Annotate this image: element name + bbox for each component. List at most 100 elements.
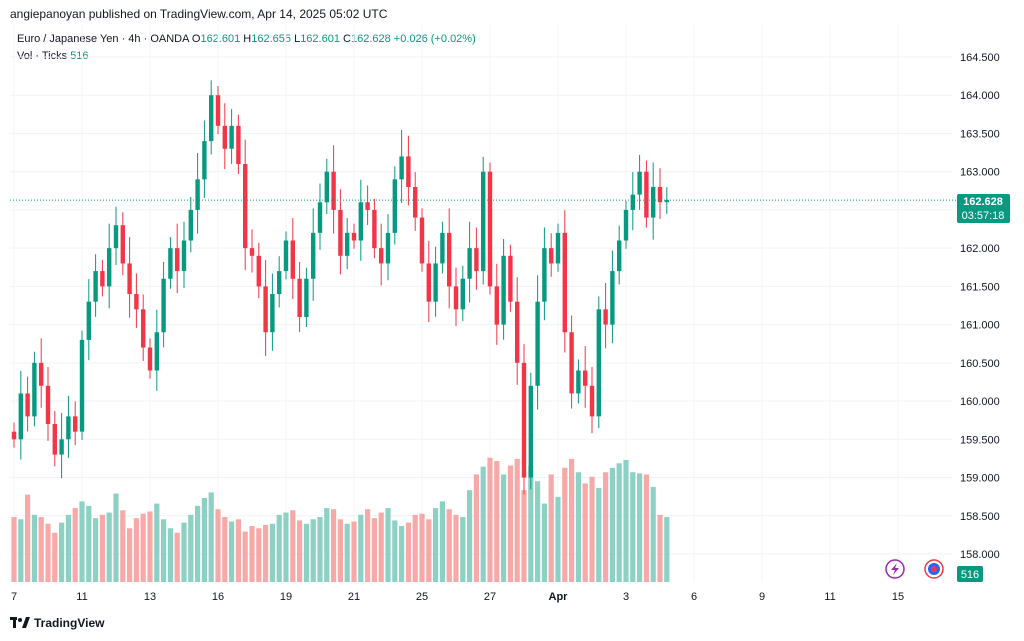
- volume-bar: [603, 472, 609, 582]
- volume-bar: [494, 461, 500, 582]
- candle-body: [93, 271, 98, 302]
- price-axis[interactable]: 164.500164.000163.500163.000162.500162.0…: [960, 52, 1000, 561]
- legend-close-label: C: [343, 33, 351, 45]
- candle: [379, 223, 384, 286]
- candle: [147, 338, 153, 379]
- economic-event-icon[interactable]: [924, 559, 944, 579]
- candle-body: [236, 125, 241, 165]
- volume-bar: [86, 505, 92, 582]
- candle-body: [630, 194, 635, 210]
- candle-body: [39, 362, 44, 386]
- volume-bar: [507, 465, 513, 582]
- legend-vol-value: 516: [70, 50, 89, 62]
- candle-body: [379, 248, 384, 264]
- y-tick-label: 160.500: [960, 358, 1000, 370]
- candle: [589, 367, 595, 434]
- candle: [331, 145, 336, 234]
- candle-body: [623, 209, 629, 241]
- candle: [290, 217, 295, 300]
- volume-bar: [562, 467, 568, 582]
- candle: [236, 114, 241, 175]
- candle-body: [52, 424, 57, 455]
- volume-bar: [154, 503, 160, 582]
- footer-brand: TradingView: [10, 616, 104, 630]
- volume-bar: [487, 457, 493, 582]
- candle-body: [317, 202, 323, 233]
- y-tick-label: 161.500: [960, 281, 1000, 293]
- volume-bar: [589, 476, 595, 582]
- x-tick-label: 21: [348, 591, 360, 603]
- volume-bar: [569, 458, 575, 582]
- volume-bar: [555, 496, 561, 582]
- candle: [644, 160, 649, 228]
- y-tick-label: 163.500: [960, 128, 1000, 140]
- candle-body: [535, 301, 540, 386]
- candle: [324, 158, 329, 214]
- x-tick-label: 11: [76, 591, 87, 603]
- volume-bar: [140, 513, 146, 582]
- candle: [406, 135, 411, 206]
- candle-body: [501, 255, 506, 325]
- candle-body: [202, 141, 207, 180]
- candle-body: [134, 294, 139, 310]
- x-tick-label: 27: [484, 591, 496, 603]
- candle-body: [426, 263, 431, 302]
- volume-bar: [215, 509, 221, 582]
- volume-bar: [317, 517, 323, 582]
- x-tick-label: Apr: [549, 591, 569, 603]
- candle: [399, 130, 404, 204]
- candle-body: [596, 309, 601, 417]
- candle-body: [576, 370, 581, 394]
- candle: [317, 183, 323, 250]
- volume-bar: [344, 523, 350, 582]
- time-axis[interactable]: 7 11 13 16 19 21 25 27 Apr 3 6 9 11 15: [11, 591, 904, 603]
- candle: [256, 242, 261, 299]
- volume-bar: [45, 523, 51, 582]
- volume-bar: [365, 509, 371, 582]
- candle-body: [644, 171, 649, 218]
- candle-body: [181, 240, 187, 272]
- candle: [508, 244, 513, 312]
- volume-bar: [433, 508, 439, 582]
- volume-bar: [235, 519, 241, 582]
- candle-body: [481, 171, 486, 272]
- candle-body: [243, 164, 248, 249]
- candle-body: [569, 332, 574, 394]
- candle: [134, 273, 139, 328]
- candle: [528, 372, 533, 490]
- volume-bar: [501, 474, 507, 582]
- candle: [25, 376, 30, 432]
- legend-volume: Vol · Ticks 516: [17, 50, 89, 62]
- volume-bar: [242, 531, 248, 582]
- candle: [215, 86, 221, 135]
- candle-body: [168, 248, 173, 279]
- candle: [32, 351, 37, 427]
- volume-bar: [637, 473, 643, 582]
- volume-bar: [535, 481, 541, 582]
- candle-body: [657, 186, 663, 203]
- volume-bar: [208, 492, 214, 582]
- lightning-icon[interactable]: [885, 559, 905, 579]
- candle-body: [338, 209, 343, 256]
- candle: [113, 206, 119, 266]
- candle-body: [249, 248, 255, 256]
- candle: [392, 166, 397, 245]
- volume-bar: [582, 483, 588, 582]
- candle: [209, 80, 214, 155]
- candlesticks: [11, 80, 669, 495]
- volume-bar: [303, 523, 309, 582]
- candle: [168, 237, 173, 289]
- volume-bar: [596, 487, 602, 582]
- candle: [623, 200, 629, 249]
- candle-body: [603, 309, 608, 325]
- candle-body: [637, 171, 642, 195]
- candle-body: [66, 416, 71, 440]
- volume-bar: [657, 514, 663, 582]
- candle: [460, 265, 465, 322]
- candle: [385, 214, 391, 281]
- volume-bar: [310, 519, 316, 582]
- candle: [603, 282, 608, 349]
- candle-body: [256, 255, 261, 287]
- candle: [297, 261, 302, 333]
